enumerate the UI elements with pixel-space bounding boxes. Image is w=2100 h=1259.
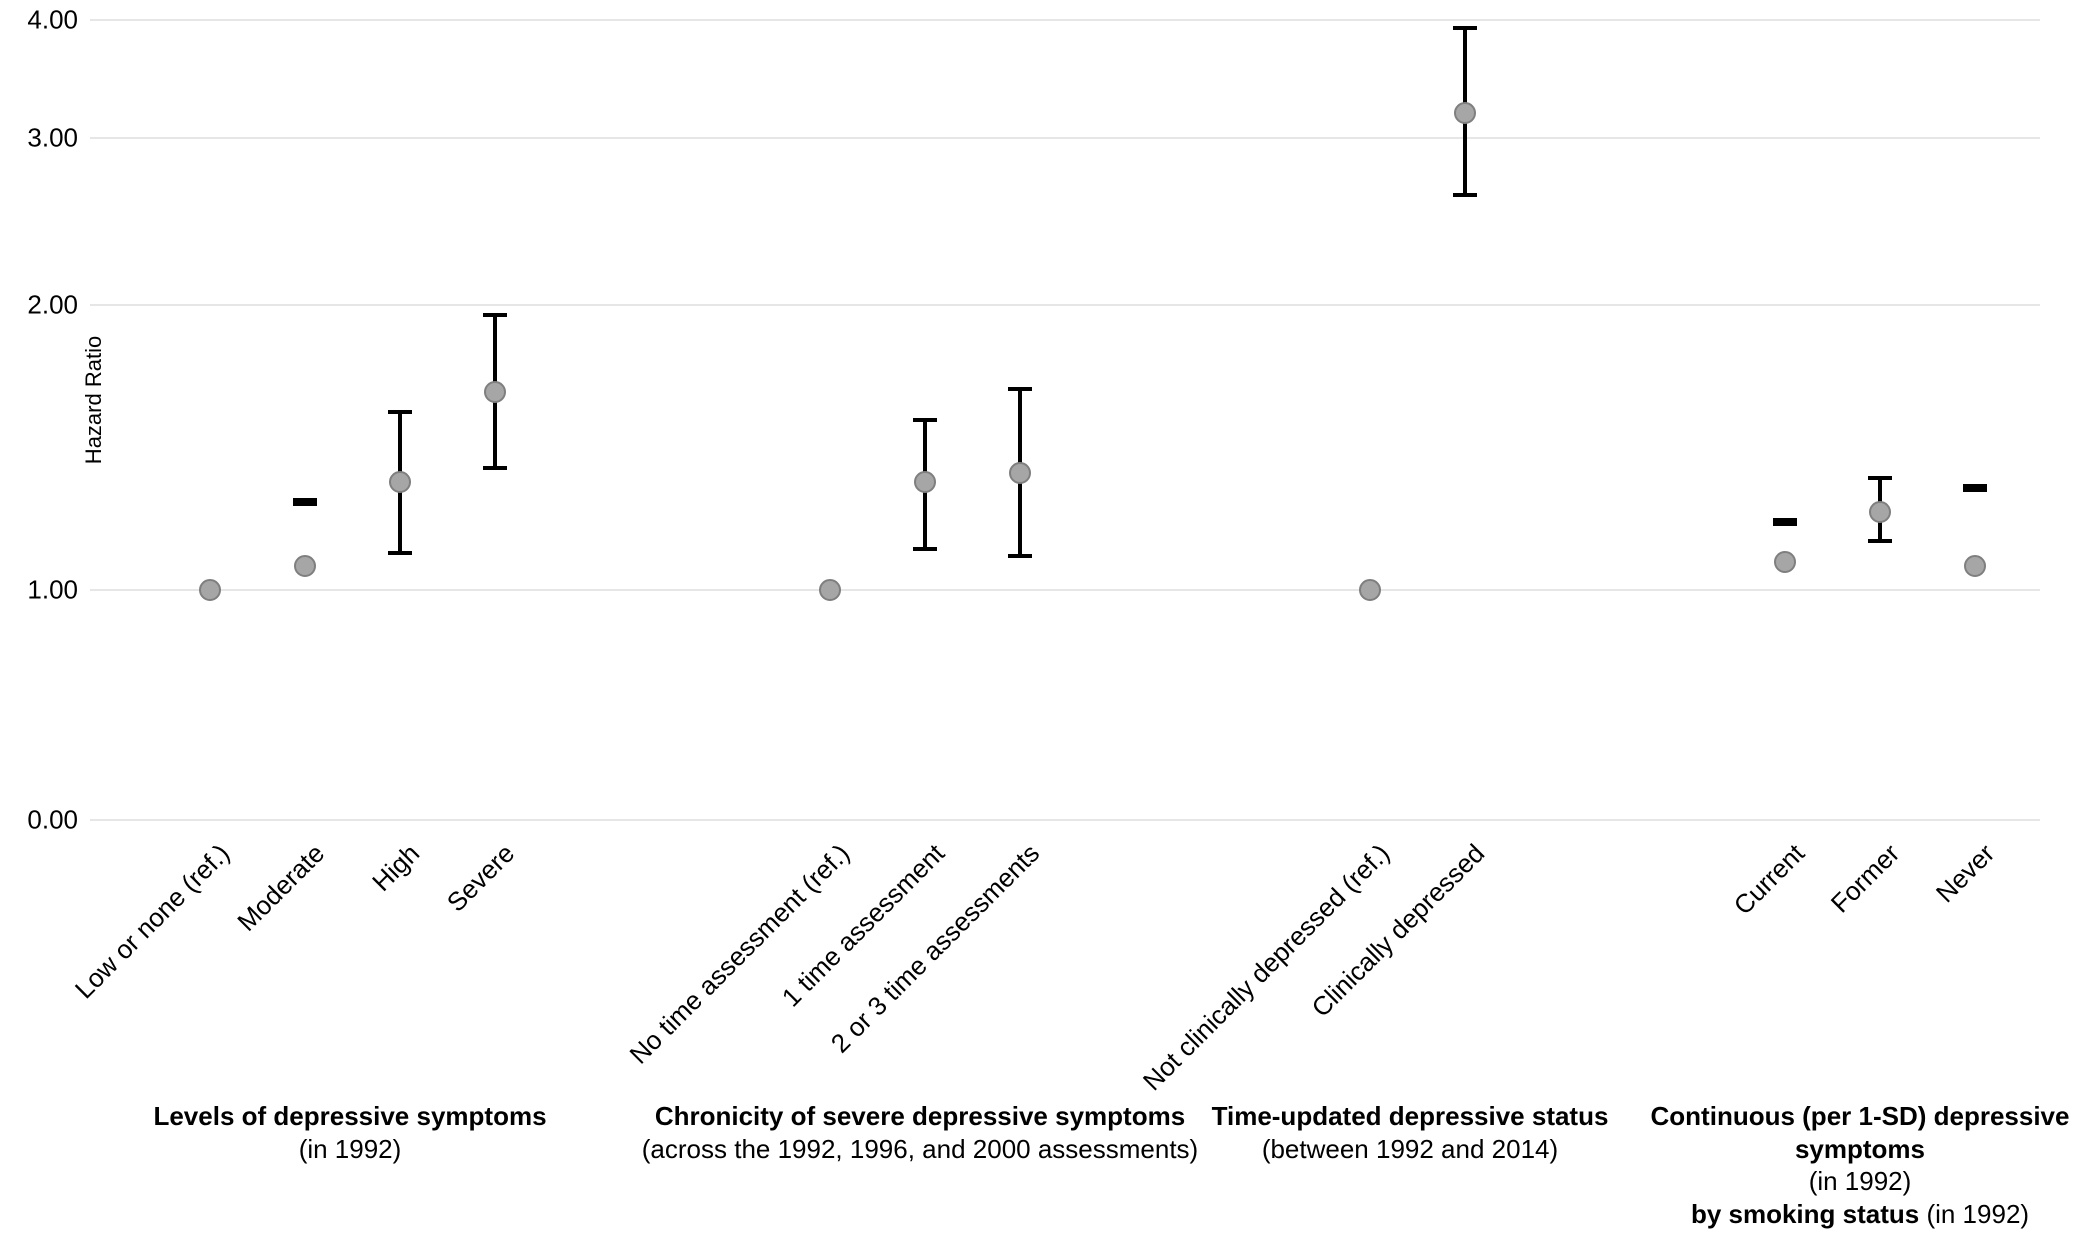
forest-plot: Hazard Ratio 0.001.002.003.004.00 Low or… bbox=[0, 0, 2100, 1259]
data-point bbox=[389, 471, 411, 493]
plot-area: 0.001.002.003.004.00 bbox=[90, 20, 2040, 820]
group-heading: Continuous (per 1-SD) depressive symptom… bbox=[1640, 1100, 2080, 1230]
gridline bbox=[90, 137, 2040, 139]
data-point bbox=[1454, 102, 1476, 124]
category-label: Clinically depressed bbox=[1305, 838, 1490, 1023]
gridline bbox=[90, 19, 2040, 21]
y-tick-label: 0.00 bbox=[27, 805, 90, 836]
gridline bbox=[90, 819, 2040, 821]
category-label: High bbox=[366, 838, 426, 898]
category-label: Low or none (ref.) bbox=[69, 838, 236, 1005]
group-heading: Time-updated depressive status(between 1… bbox=[1170, 1100, 1650, 1165]
group-heading: Chronicity of severe depressive symptoms… bbox=[640, 1100, 1200, 1165]
category-labels: Low or none (ref.)ModerateHighSevereNo t… bbox=[90, 830, 2040, 1090]
y-tick-label: 4.00 bbox=[27, 5, 90, 36]
category-label: Never bbox=[1930, 838, 2001, 909]
data-point bbox=[914, 471, 936, 493]
y-tick-label: 1.00 bbox=[27, 575, 90, 606]
gridline bbox=[90, 304, 2040, 306]
data-point bbox=[294, 555, 316, 577]
data-point bbox=[199, 579, 221, 601]
gridline bbox=[90, 589, 2040, 591]
data-point bbox=[819, 579, 841, 601]
data-point bbox=[1359, 579, 1381, 601]
y-tick-label: 3.00 bbox=[27, 123, 90, 154]
category-label: Moderate bbox=[231, 838, 331, 938]
category-label: Severe bbox=[441, 838, 521, 918]
data-point bbox=[1869, 501, 1891, 523]
data-point bbox=[1774, 551, 1796, 573]
y-tick-label: 2.00 bbox=[27, 290, 90, 321]
category-label: 1 time assessment bbox=[776, 838, 951, 1013]
category-label: Former bbox=[1825, 838, 1906, 919]
data-point bbox=[1964, 555, 1986, 577]
data-point bbox=[1009, 462, 1031, 484]
category-label: Current bbox=[1728, 838, 1811, 921]
data-point bbox=[484, 381, 506, 403]
group-heading: Levels of depressive symptoms(in 1992) bbox=[110, 1100, 590, 1165]
